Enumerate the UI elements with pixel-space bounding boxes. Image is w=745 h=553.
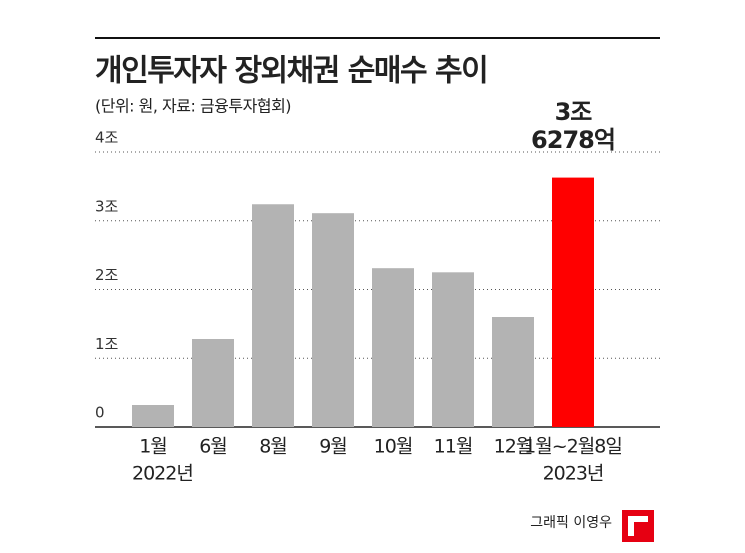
value-label: 3조 6278억 [531,98,615,154]
chart-title: 개인투자자 장외채권 순매수 추이 [95,54,487,89]
y-tick-label: 4조 [95,129,119,147]
bar [132,405,174,427]
x-tick-label: 9월 [319,436,347,458]
credit: 그래픽 이영우 [530,515,612,531]
x-sublabel: 2022년 [132,463,193,485]
x-tick-label: 8월 [259,436,287,458]
logo [622,510,654,542]
bar [312,213,354,427]
bar [492,317,534,427]
x-tick-label: 6월 [199,436,227,458]
chart-subtitle: (단위: 원, 자료: 금융투자협회) [95,97,291,116]
bar [432,272,474,427]
bar [192,339,234,427]
x-tick-label: 10월 [374,436,413,458]
x-tick-label: 1월~2월8일 [524,436,622,458]
y-tick-label: 2조 [95,266,119,284]
y-tick-label: 1조 [95,335,119,353]
bar [252,204,294,427]
y-tick-label: 0 [95,404,105,422]
bar [372,268,414,427]
y-tick-label: 3조 [95,197,119,215]
x-tick-label: 12월 [494,436,533,458]
x-tick-label: 1월 [139,436,167,458]
x-sublabel: 2023년 [543,463,604,485]
bar [552,177,594,427]
x-tick-label: 11월 [434,436,473,458]
